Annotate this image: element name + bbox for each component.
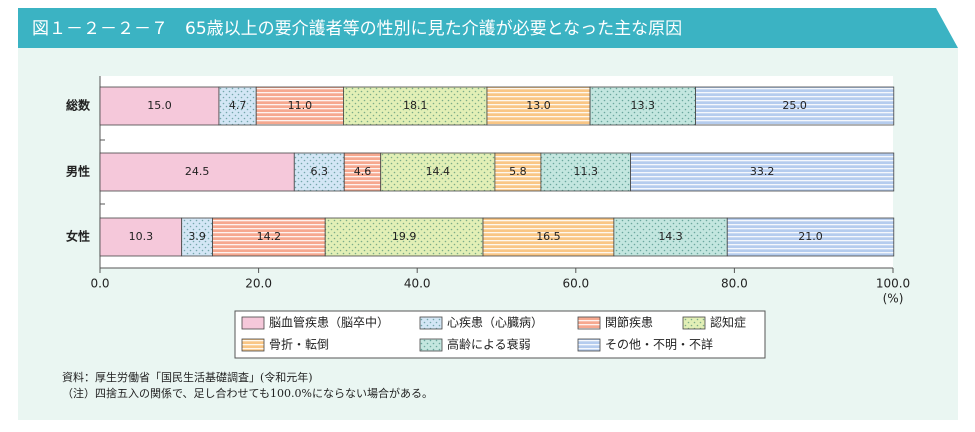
value-label: 6.3 (311, 165, 329, 178)
value-label: 21.0 (798, 230, 823, 243)
x-tick-label: 100.0 (876, 277, 910, 291)
bar-segment (99, 152, 295, 192)
value-label: 11.3 (573, 165, 598, 178)
value-label: 4.7 (229, 99, 247, 112)
value-label: 11.0 (288, 99, 313, 112)
title-banner (18, 8, 958, 48)
legend-label: 関節疾患 (605, 315, 653, 330)
value-label: 3.9 (188, 230, 206, 243)
x-tick-label: 80.0 (721, 277, 748, 291)
bar-segment (695, 86, 895, 126)
bar-segment (726, 217, 895, 257)
legend-swatch (577, 316, 601, 330)
bar-segment (482, 217, 615, 257)
value-label: 25.0 (782, 99, 807, 112)
legend-swatch (577, 338, 601, 352)
value-label: 14.2 (257, 230, 282, 243)
legend-swatch (241, 316, 265, 330)
bar-segment (343, 152, 382, 192)
bar-segment (343, 86, 488, 126)
note: （注）四捨五入の関係で、足し合わせても100.0%にならない場合がある。 (62, 386, 433, 400)
value-label: 19.9 (392, 230, 417, 243)
bar-segment (630, 152, 895, 192)
value-label: 14.4 (426, 165, 451, 178)
note: 資料：厚生労働省「国民生活基礎調査」(令和元年) (62, 370, 313, 384)
bar-segment (486, 86, 591, 126)
x-tick-label: 60.0 (562, 277, 589, 291)
value-label: 14.3 (658, 230, 683, 243)
category-label: 女性 (66, 229, 90, 244)
bar-segment (613, 217, 728, 257)
legend-label: 骨折・転倒 (269, 337, 329, 352)
bar-segment (494, 152, 542, 192)
value-label: 13.3 (631, 99, 656, 112)
value-label: 24.5 (185, 165, 210, 178)
bar-segment (181, 217, 214, 257)
value-label: 15.0 (147, 99, 172, 112)
x-tick-label: 0.0 (90, 277, 109, 291)
bar-segment (540, 152, 631, 192)
value-label: 10.3 (129, 230, 154, 243)
bar-segment (255, 86, 344, 126)
chart-title: 図１－２－２－７ 65歳以上の要介護者等の性別に見た介護が必要となった主な原因 (32, 19, 682, 39)
legend-label: 脳血管疾患（脳卒中） (269, 315, 389, 330)
legend-swatch (419, 338, 443, 352)
legend-label: 心疾患（心臓病） (447, 315, 543, 330)
bar-segment (380, 152, 496, 192)
bar-segment (324, 217, 484, 257)
legend-swatch (682, 316, 706, 330)
value-label: 33.2 (750, 165, 775, 178)
value-label: 13.0 (526, 99, 551, 112)
legend-swatch (419, 316, 443, 330)
legend (234, 310, 766, 359)
value-label: 5.8 (509, 165, 527, 178)
x-tick-label: 20.0 (245, 277, 272, 291)
bar-segment (99, 86, 220, 126)
category-label: 男性 (66, 164, 90, 179)
x-tick-label: 40.0 (404, 277, 431, 291)
category-label: 総数 (66, 98, 91, 113)
x-axis-unit: (%) (883, 292, 904, 306)
bar-segment (99, 217, 183, 257)
value-label: 18.1 (403, 99, 428, 112)
legend-label: 認知症 (710, 315, 746, 330)
legend-swatch (241, 338, 265, 352)
value-label: 4.6 (354, 165, 372, 178)
legend-label: その他・不明・不詳 (605, 337, 713, 352)
legend-label: 高齢による衰弱 (447, 337, 531, 352)
bar-segment (218, 86, 257, 126)
bar-segment (589, 86, 696, 126)
value-label: 16.5 (536, 230, 561, 243)
